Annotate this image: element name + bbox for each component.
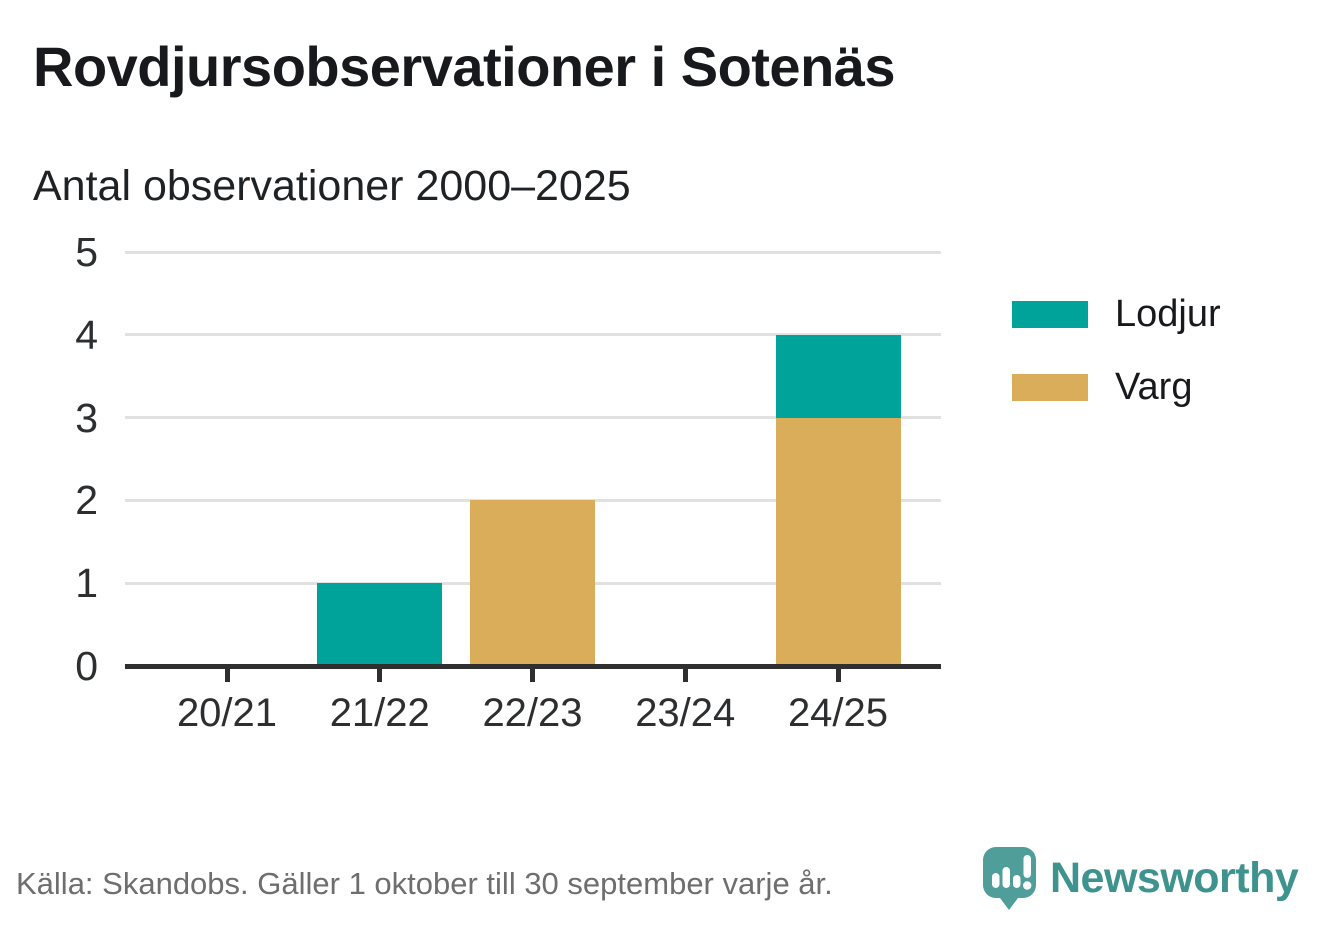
y-axis-tick-label: 5 <box>75 229 98 275</box>
newsworthy-speech-bubble-chart-icon <box>983 847 1036 910</box>
legend-swatch-varg <box>1012 374 1088 401</box>
x-axis-tick-label: 21/22 <box>329 691 430 735</box>
gridline-y-3 <box>125 416 941 420</box>
bar-segment-varg-22-23 <box>470 500 595 666</box>
x-axis-line <box>125 663 941 669</box>
legend-item-varg: Varg <box>1012 366 1221 409</box>
x-axis-tick-label: 20/21 <box>176 691 278 735</box>
y-axis-tick-label: 0 <box>75 643 98 689</box>
gridline-y-5 <box>125 250 941 254</box>
legend-label: Varg <box>1115 366 1193 408</box>
y-axis-tick-label: 2 <box>75 477 98 524</box>
x-axis-tick <box>377 668 383 682</box>
bar-segment-lodjur-24-25 <box>775 334 901 418</box>
x-axis-tick <box>835 668 841 682</box>
plot-area: 0 1 2 3 4 5 20/21 21/22 22/23 23/24 24/25 <box>75 229 941 735</box>
chart-subtitle: Antal observationer 2000–2025 <box>33 162 631 210</box>
x-axis-tick-label: 22/23 <box>482 691 583 735</box>
brand-lockup: Newsworthy <box>982 846 1299 912</box>
x-axis-tick <box>224 668 230 682</box>
bar-segment-varg-24-25 <box>775 417 901 666</box>
legend-label: Lodjur <box>1115 293 1221 335</box>
chart-title: Rovdjursobservationer i Sotenäs <box>33 35 896 98</box>
source-note: Källa: Skandobs. Gäller 1 oktober till 3… <box>16 866 833 901</box>
x-axis-tick <box>530 668 535 682</box>
gridline-y-4 <box>125 333 941 337</box>
x-axis-tick <box>682 668 688 682</box>
y-axis-tick-label: 1 <box>75 560 98 607</box>
legend: Lodjur Varg <box>1012 293 1221 409</box>
y-axis-tick-label: 4 <box>75 311 98 358</box>
legend-swatch-lodjur <box>1012 301 1088 328</box>
y-axis-tick-label: 3 <box>75 394 98 441</box>
x-axis-tick-label: 23/24 <box>635 691 736 735</box>
brand-name: Newsworthy <box>1050 854 1299 902</box>
bar-segment-lodjur-21-22 <box>317 583 443 666</box>
legend-item-lodjur: Lodjur <box>1012 293 1221 336</box>
x-axis-tick-label: 24/25 <box>787 691 889 735</box>
